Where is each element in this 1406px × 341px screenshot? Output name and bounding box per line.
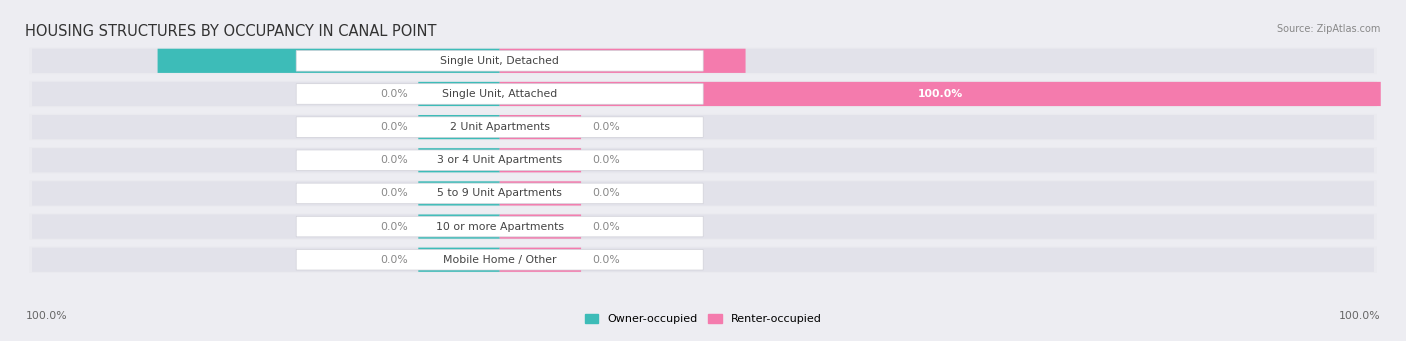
FancyBboxPatch shape [419, 248, 499, 272]
Text: 0.0%: 0.0% [380, 189, 408, 198]
Text: Source: ZipAtlas.com: Source: ZipAtlas.com [1277, 24, 1381, 34]
FancyBboxPatch shape [30, 247, 1376, 273]
Text: 3 or 4 Unit Apartments: 3 or 4 Unit Apartments [437, 155, 562, 165]
FancyBboxPatch shape [32, 115, 1374, 139]
FancyBboxPatch shape [499, 148, 581, 172]
Text: 0.0%: 0.0% [380, 222, 408, 232]
FancyBboxPatch shape [499, 49, 745, 73]
Text: 0.0%: 0.0% [592, 122, 620, 132]
Text: 100.0%: 100.0% [918, 89, 963, 99]
Text: 0.0%: 0.0% [592, 189, 620, 198]
FancyBboxPatch shape [30, 114, 1376, 140]
FancyBboxPatch shape [32, 214, 1374, 239]
FancyBboxPatch shape [30, 213, 1376, 240]
FancyBboxPatch shape [30, 147, 1376, 174]
Text: 10 or more Apartments: 10 or more Apartments [436, 222, 564, 232]
FancyBboxPatch shape [499, 115, 581, 139]
FancyBboxPatch shape [297, 150, 703, 170]
FancyBboxPatch shape [157, 49, 499, 73]
Text: Single Unit, Attached: Single Unit, Attached [441, 89, 557, 99]
Legend: Owner-occupied, Renter-occupied: Owner-occupied, Renter-occupied [581, 309, 825, 329]
Text: 27.9%: 27.9% [603, 56, 641, 66]
Text: 100.0%: 100.0% [25, 311, 67, 321]
FancyBboxPatch shape [32, 181, 1374, 206]
FancyBboxPatch shape [419, 214, 499, 239]
Text: 0.0%: 0.0% [380, 122, 408, 132]
FancyBboxPatch shape [32, 148, 1374, 172]
FancyBboxPatch shape [297, 50, 703, 71]
FancyBboxPatch shape [297, 216, 703, 237]
Text: HOUSING STRUCTURES BY OCCUPANCY IN CANAL POINT: HOUSING STRUCTURES BY OCCUPANCY IN CANAL… [25, 24, 437, 39]
Text: 0.0%: 0.0% [592, 222, 620, 232]
FancyBboxPatch shape [499, 181, 581, 206]
Text: Single Unit, Detached: Single Unit, Detached [440, 56, 560, 66]
Text: 0.0%: 0.0% [380, 89, 408, 99]
FancyBboxPatch shape [419, 148, 499, 172]
Text: 0.0%: 0.0% [380, 255, 408, 265]
FancyBboxPatch shape [499, 82, 1381, 106]
FancyBboxPatch shape [297, 250, 703, 270]
FancyBboxPatch shape [30, 48, 1376, 74]
FancyBboxPatch shape [297, 183, 703, 204]
FancyBboxPatch shape [30, 180, 1376, 207]
Text: 2 Unit Apartments: 2 Unit Apartments [450, 122, 550, 132]
FancyBboxPatch shape [419, 115, 499, 139]
Text: 0.0%: 0.0% [592, 255, 620, 265]
FancyBboxPatch shape [32, 82, 1374, 106]
Text: 5 to 9 Unit Apartments: 5 to 9 Unit Apartments [437, 189, 562, 198]
FancyBboxPatch shape [419, 181, 499, 206]
Text: 0.0%: 0.0% [592, 155, 620, 165]
Text: 0.0%: 0.0% [380, 155, 408, 165]
FancyBboxPatch shape [32, 49, 1374, 73]
FancyBboxPatch shape [499, 214, 581, 239]
FancyBboxPatch shape [297, 84, 703, 104]
Text: 72.1%: 72.1% [309, 56, 347, 66]
FancyBboxPatch shape [30, 81, 1376, 107]
FancyBboxPatch shape [297, 117, 703, 137]
FancyBboxPatch shape [32, 248, 1374, 272]
Text: 100.0%: 100.0% [1339, 311, 1381, 321]
FancyBboxPatch shape [499, 248, 581, 272]
Text: Mobile Home / Other: Mobile Home / Other [443, 255, 557, 265]
FancyBboxPatch shape [419, 82, 499, 106]
